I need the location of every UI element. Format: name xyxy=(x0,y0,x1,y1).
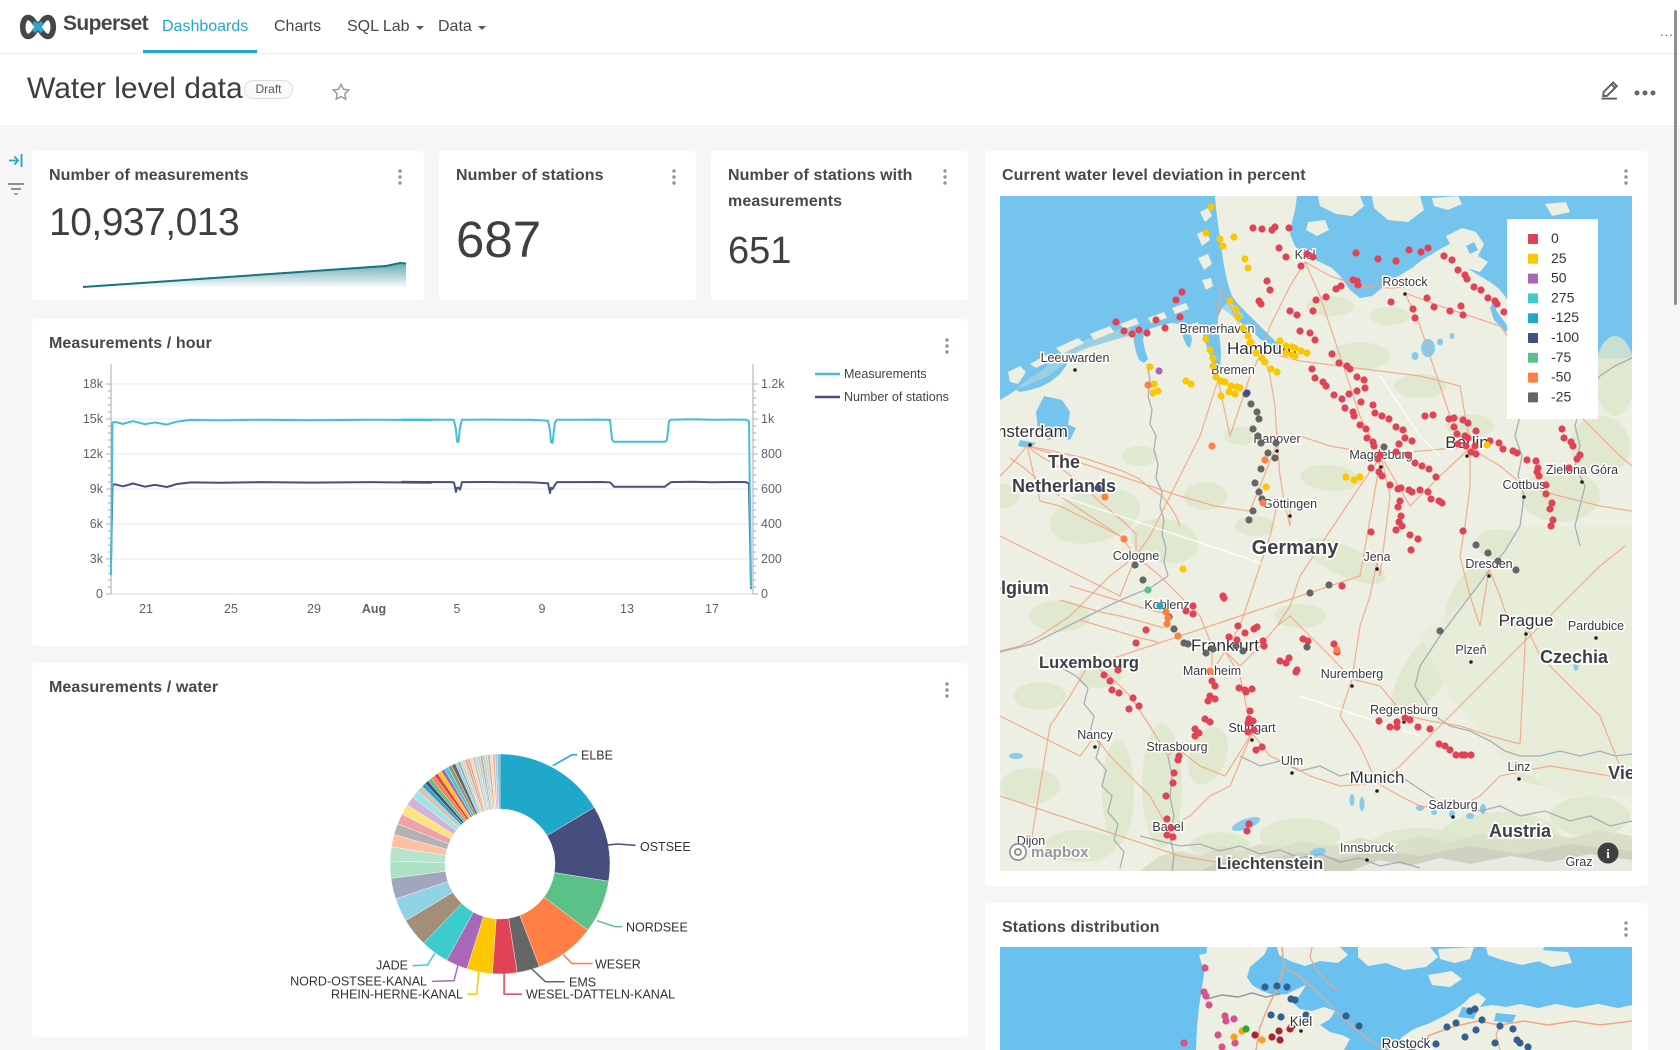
svg-text:Regensburg: Regensburg xyxy=(1370,703,1438,717)
svg-text:WESER: WESER xyxy=(595,958,641,972)
svg-text:NORDSEE: NORDSEE xyxy=(626,921,688,935)
svg-text:1k: 1k xyxy=(761,412,775,426)
svg-text:Linz: Linz xyxy=(1508,760,1531,774)
svg-text:Rostock: Rostock xyxy=(1382,275,1428,289)
svg-text:Jena: Jena xyxy=(1363,550,1390,564)
svg-text:17: 17 xyxy=(705,602,719,616)
svg-text:13: 13 xyxy=(620,602,634,616)
svg-text:0: 0 xyxy=(1551,230,1559,246)
svg-text:25: 25 xyxy=(224,602,238,616)
svg-text:Cologne: Cologne xyxy=(1113,549,1160,563)
svg-text:6k: 6k xyxy=(90,517,104,531)
svg-text:Munich: Munich xyxy=(1350,768,1405,787)
svg-text:5: 5 xyxy=(454,602,461,616)
svg-text:Measurements: Measurements xyxy=(844,367,927,381)
svg-text:NORD-OSTSEE-KANAL: NORD-OSTSEE-KANAL xyxy=(290,975,427,989)
svg-text:9k: 9k xyxy=(90,482,104,496)
svg-text:msterdam: msterdam xyxy=(1000,422,1068,441)
svg-text:Frankfurt: Frankfurt xyxy=(1191,636,1259,655)
svg-text:Luxembourg: Luxembourg xyxy=(1039,654,1139,672)
svg-text:18k: 18k xyxy=(83,377,104,391)
svg-text:400: 400 xyxy=(761,517,782,531)
svg-text:Germany: Germany xyxy=(1252,537,1340,559)
svg-text:OSTSEE: OSTSEE xyxy=(640,840,691,854)
svg-text:600: 600 xyxy=(761,482,782,496)
svg-text:-25: -25 xyxy=(1551,388,1571,404)
svg-text:i: i xyxy=(1606,846,1610,861)
svg-text:50: 50 xyxy=(1551,270,1567,286)
svg-text:Cottbus: Cottbus xyxy=(1502,478,1545,492)
svg-text:Austria: Austria xyxy=(1489,821,1552,841)
svg-text:elgium: elgium xyxy=(1000,578,1049,598)
svg-text:Number of stations: Number of stations xyxy=(844,390,949,404)
svg-text:Aug: Aug xyxy=(362,602,386,616)
svg-text:Graz: Graz xyxy=(1565,855,1592,869)
svg-text:Plzeň: Plzeň xyxy=(1455,643,1486,657)
svg-text:mapbox: mapbox xyxy=(1031,844,1089,861)
svg-text:Vien: Vien xyxy=(1608,763,1632,783)
svg-text:Liechtenstein: Liechtenstein xyxy=(1217,855,1323,871)
svg-text:The: The xyxy=(1048,452,1080,472)
svg-text:800: 800 xyxy=(761,447,782,461)
svg-text:25: 25 xyxy=(1551,250,1567,266)
svg-text:Zielona Góra: Zielona Góra xyxy=(1546,463,1618,477)
svg-text:Göttingen: Göttingen xyxy=(1263,497,1317,511)
svg-text:Kiel: Kiel xyxy=(1290,1014,1313,1029)
svg-text:Bremerhaven: Bremerhaven xyxy=(1179,322,1254,336)
svg-text:JADE: JADE xyxy=(376,959,408,973)
svg-text:0: 0 xyxy=(761,587,768,601)
svg-text:-75: -75 xyxy=(1551,349,1571,365)
svg-text:Leeuwarden: Leeuwarden xyxy=(1041,351,1110,365)
svg-text:Salzburg: Salzburg xyxy=(1428,798,1477,812)
svg-text:Nuremberg: Nuremberg xyxy=(1321,667,1384,681)
svg-text:15k: 15k xyxy=(83,412,104,426)
svg-text:Prague: Prague xyxy=(1499,611,1554,630)
svg-text:-125: -125 xyxy=(1551,309,1579,325)
svg-text:Dresden: Dresden xyxy=(1465,557,1512,571)
svg-text:WESEL-DATTELN-KANAL: WESEL-DATTELN-KANAL xyxy=(526,988,675,1002)
svg-text:Nancy: Nancy xyxy=(1077,728,1113,742)
svg-text:Czechia: Czechia xyxy=(1540,647,1609,667)
svg-text:200: 200 xyxy=(761,552,782,566)
svg-text:Ulm: Ulm xyxy=(1281,754,1303,768)
svg-text:-100: -100 xyxy=(1551,329,1579,345)
svg-text:29: 29 xyxy=(307,602,321,616)
svg-text:-50: -50 xyxy=(1551,369,1571,385)
svg-text:9: 9 xyxy=(539,602,546,616)
svg-text:0: 0 xyxy=(96,587,103,601)
svg-text:1.2k: 1.2k xyxy=(761,377,785,391)
svg-text:12k: 12k xyxy=(83,447,104,461)
svg-text:Netherlands: Netherlands xyxy=(1012,476,1116,496)
svg-text:275: 275 xyxy=(1551,289,1575,305)
svg-text:Bremen: Bremen xyxy=(1211,363,1255,377)
svg-text:EMS: EMS xyxy=(569,976,596,990)
svg-text:Pardubice: Pardubice xyxy=(1568,619,1624,633)
svg-text:21: 21 xyxy=(139,602,153,616)
svg-text:RHEIN-HERNE-KANAL: RHEIN-HERNE-KANAL xyxy=(331,988,463,1002)
svg-text:ELBE: ELBE xyxy=(581,749,613,763)
svg-text:Koblenz: Koblenz xyxy=(1144,598,1189,612)
svg-text:3k: 3k xyxy=(90,552,104,566)
svg-text:Strasbourg: Strasbourg xyxy=(1146,740,1207,754)
svg-text:Innsbruck: Innsbruck xyxy=(1340,841,1395,855)
svg-text:Rostock: Rostock xyxy=(1382,1036,1431,1050)
